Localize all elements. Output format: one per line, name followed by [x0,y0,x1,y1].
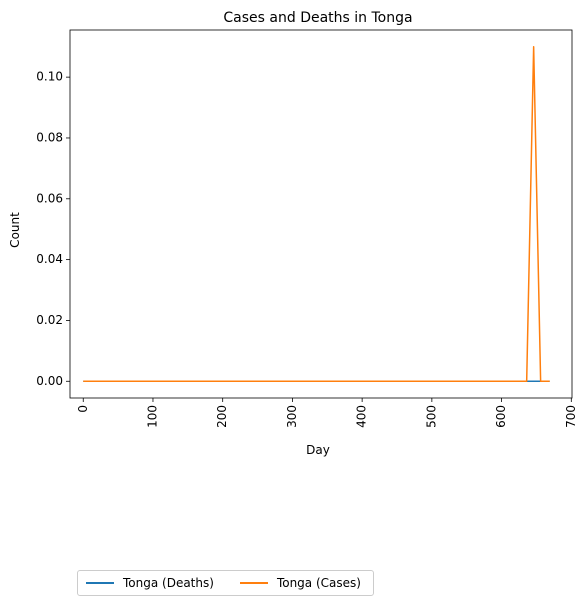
legend-entry-cases: Tonga (Cases) [239,576,361,590]
y-tick-label-0: 0.00 [36,374,63,388]
y-tick-label-3: 0.06 [36,191,63,205]
y-axis-label: Count [8,212,22,248]
legend-label-cases: Tonga (Cases) [276,576,361,590]
x-tick-label-700: 700 [564,405,578,428]
y-tick-label-1: 0.02 [36,313,63,327]
y-tick-label-2: 0.04 [36,252,63,266]
legend: Tonga (Deaths) Tonga (Cases) [77,570,374,596]
legend-entry-deaths: Tonga (Deaths) [86,576,214,590]
x-tick-label-300: 300 [285,405,299,428]
chart-title: Cases and Deaths in Tonga [223,10,412,26]
legend-label-deaths: Tonga (Deaths) [123,576,214,590]
x-tick-label-600: 600 [494,405,508,428]
x-tick-label-0: 0 [76,405,90,413]
series-line-1 [83,45,550,383]
x-tick-label-100: 100 [145,405,159,428]
x-tick-label-200: 200 [215,405,229,428]
x-tick-label-400: 400 [355,405,369,428]
x-axis-label: Day [306,443,330,457]
legend-swatch-cases [239,582,268,584]
axes-frame [69,29,573,399]
y-tick-label-4: 0.08 [36,130,63,144]
legend-swatch-deaths [86,582,114,584]
x-tick-label-500: 500 [424,405,438,428]
y-tick-label-5: 0.10 [36,70,63,84]
plot-area: 0 100 200 300 400 500 600 700 0.00 0.02 0.04 0.06 0.… [36,29,578,428]
